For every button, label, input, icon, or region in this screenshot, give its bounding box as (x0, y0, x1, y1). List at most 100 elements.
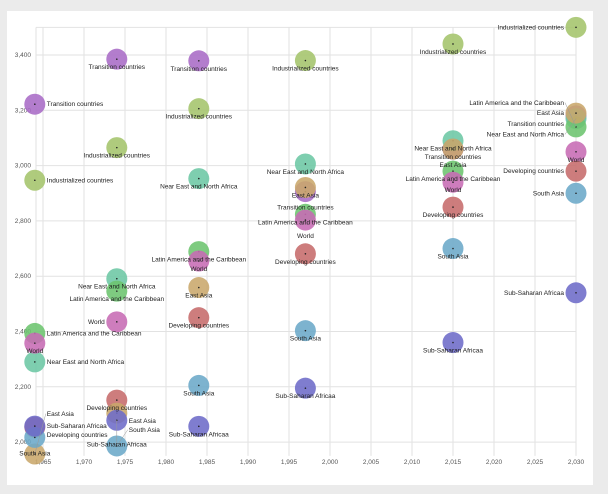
point-label: Industrialized countries (498, 24, 565, 31)
y-tick-label: 2,200 (15, 384, 32, 391)
bubble-center-dot (198, 425, 200, 428)
data-point (24, 93, 46, 115)
label-leader-line (564, 118, 577, 135)
x-tick-label: 2,010 (404, 459, 421, 466)
x-tick-label: 2,005 (363, 459, 380, 466)
bubble-center-dot (304, 163, 307, 165)
bubble-center-dot (575, 26, 577, 29)
data-point (294, 320, 316, 342)
data-point (294, 153, 316, 175)
data-point (294, 50, 316, 72)
point-label: East Asia (537, 110, 564, 117)
point-label: Near East and North Africa (78, 284, 156, 291)
bubble-center-dot (304, 219, 307, 221)
point-label: East Asia (292, 192, 319, 199)
data-point (188, 374, 210, 396)
point-labels: Transition countries Industrialized count… (19, 24, 585, 457)
point-label: Latin America and the Caribbean (469, 100, 564, 107)
data-point (294, 243, 316, 265)
bubble-center-dot (304, 253, 307, 255)
data-point (188, 307, 210, 329)
data-point (442, 332, 464, 354)
point-label: Near East and North Africa (414, 146, 492, 153)
bubble-center-dot (575, 112, 577, 114)
point-label: Transition countries (508, 121, 565, 128)
data-point (106, 311, 128, 333)
bubble-center-dot (304, 186, 307, 189)
bubble-center-dot (116, 290, 118, 292)
point-label: Sub-Saharan Africaa (47, 423, 107, 430)
bubble-center-dot (34, 361, 36, 363)
bubble-center-dot (116, 321, 118, 323)
bubble-center-dot (452, 206, 454, 208)
point-label: East Asia (47, 411, 74, 418)
data-point (188, 168, 210, 190)
data-point (565, 160, 587, 182)
bubble-center-dot (34, 342, 36, 344)
bubble-center-dot (34, 436, 36, 439)
bubble-center-dot (116, 399, 118, 401)
bubble-center-dot (198, 316, 200, 319)
data-point (294, 176, 316, 198)
y-tick-label: 3,200 (15, 107, 32, 114)
y-tick-label: 2,400 (15, 329, 32, 336)
data-point (106, 280, 128, 302)
point-label: Transition countries (277, 205, 334, 212)
point-label: South Asia (437, 254, 468, 261)
point-label: Transition countries (425, 154, 482, 161)
bubble-center-dot (198, 60, 200, 62)
data-point (106, 48, 128, 70)
point-label: World (190, 266, 207, 273)
point-label: Sub-Saharan Africaa (504, 290, 564, 297)
bubble-center-dot (304, 329, 307, 332)
point-label: East Asia (129, 418, 156, 425)
point-label: Near East and North Africa (267, 169, 345, 176)
data-point (188, 277, 210, 299)
data-point (24, 169, 46, 191)
point-label: Latin America and the Caribbean (151, 257, 246, 264)
x-tick-label: 1,980 (158, 459, 175, 466)
point-label: Latin America and the Caribbean (406, 176, 501, 183)
y-tick-label: 3,000 (15, 163, 32, 170)
point-label: Developing countries (503, 168, 564, 175)
point-label: Developing countries (275, 259, 336, 266)
bubble-center-dot (198, 286, 200, 289)
bubble-center-dot (304, 59, 307, 62)
bubble-center-dot (304, 387, 307, 389)
point-label: Industrialized countries (420, 49, 487, 56)
point-label: South Asia (19, 450, 50, 457)
data-point (294, 209, 316, 231)
point-label: Sub-Saharan Africaa (87, 441, 147, 448)
axis-ticks: 1,965 1,970 1,975 1,980 1,985 1,990 1,995 2,000… (15, 52, 585, 466)
point-label: South Asia (129, 427, 160, 434)
bubble-center-dot (116, 277, 118, 280)
data-point (442, 196, 464, 218)
point-label: Industrialized countries (47, 177, 114, 184)
data-point (442, 33, 464, 55)
point-label: World (26, 348, 43, 355)
data-point (188, 50, 210, 72)
data-point (24, 351, 46, 373)
bubble-center-dot (198, 384, 200, 387)
bubble-center-dot (198, 107, 200, 110)
point-label: Latin America and the Caribbean (69, 296, 164, 303)
point-label: World (297, 233, 314, 240)
data-point (24, 332, 46, 354)
point-label: South Asia (533, 190, 564, 197)
data-point (188, 98, 210, 120)
bubble-center-dot (575, 170, 577, 172)
label-leaders (34, 102, 577, 455)
point-label: South Asia (183, 390, 214, 397)
x-tick-label: 1,990 (240, 459, 257, 466)
point-label: Developing countries (168, 323, 229, 330)
bubble-center-dot (34, 425, 36, 427)
point-label: Near East and North Africa (160, 184, 238, 191)
bubble-center-dot (34, 179, 36, 182)
bubble-center-dot (452, 341, 454, 344)
point-label: Sub-Saharan Africaa (169, 431, 229, 438)
bubble-center-dot (116, 58, 118, 60)
y-tick-label: 3,400 (15, 52, 32, 59)
x-tick-label: 1,985 (199, 459, 216, 466)
point-label: South Asia (290, 336, 321, 343)
